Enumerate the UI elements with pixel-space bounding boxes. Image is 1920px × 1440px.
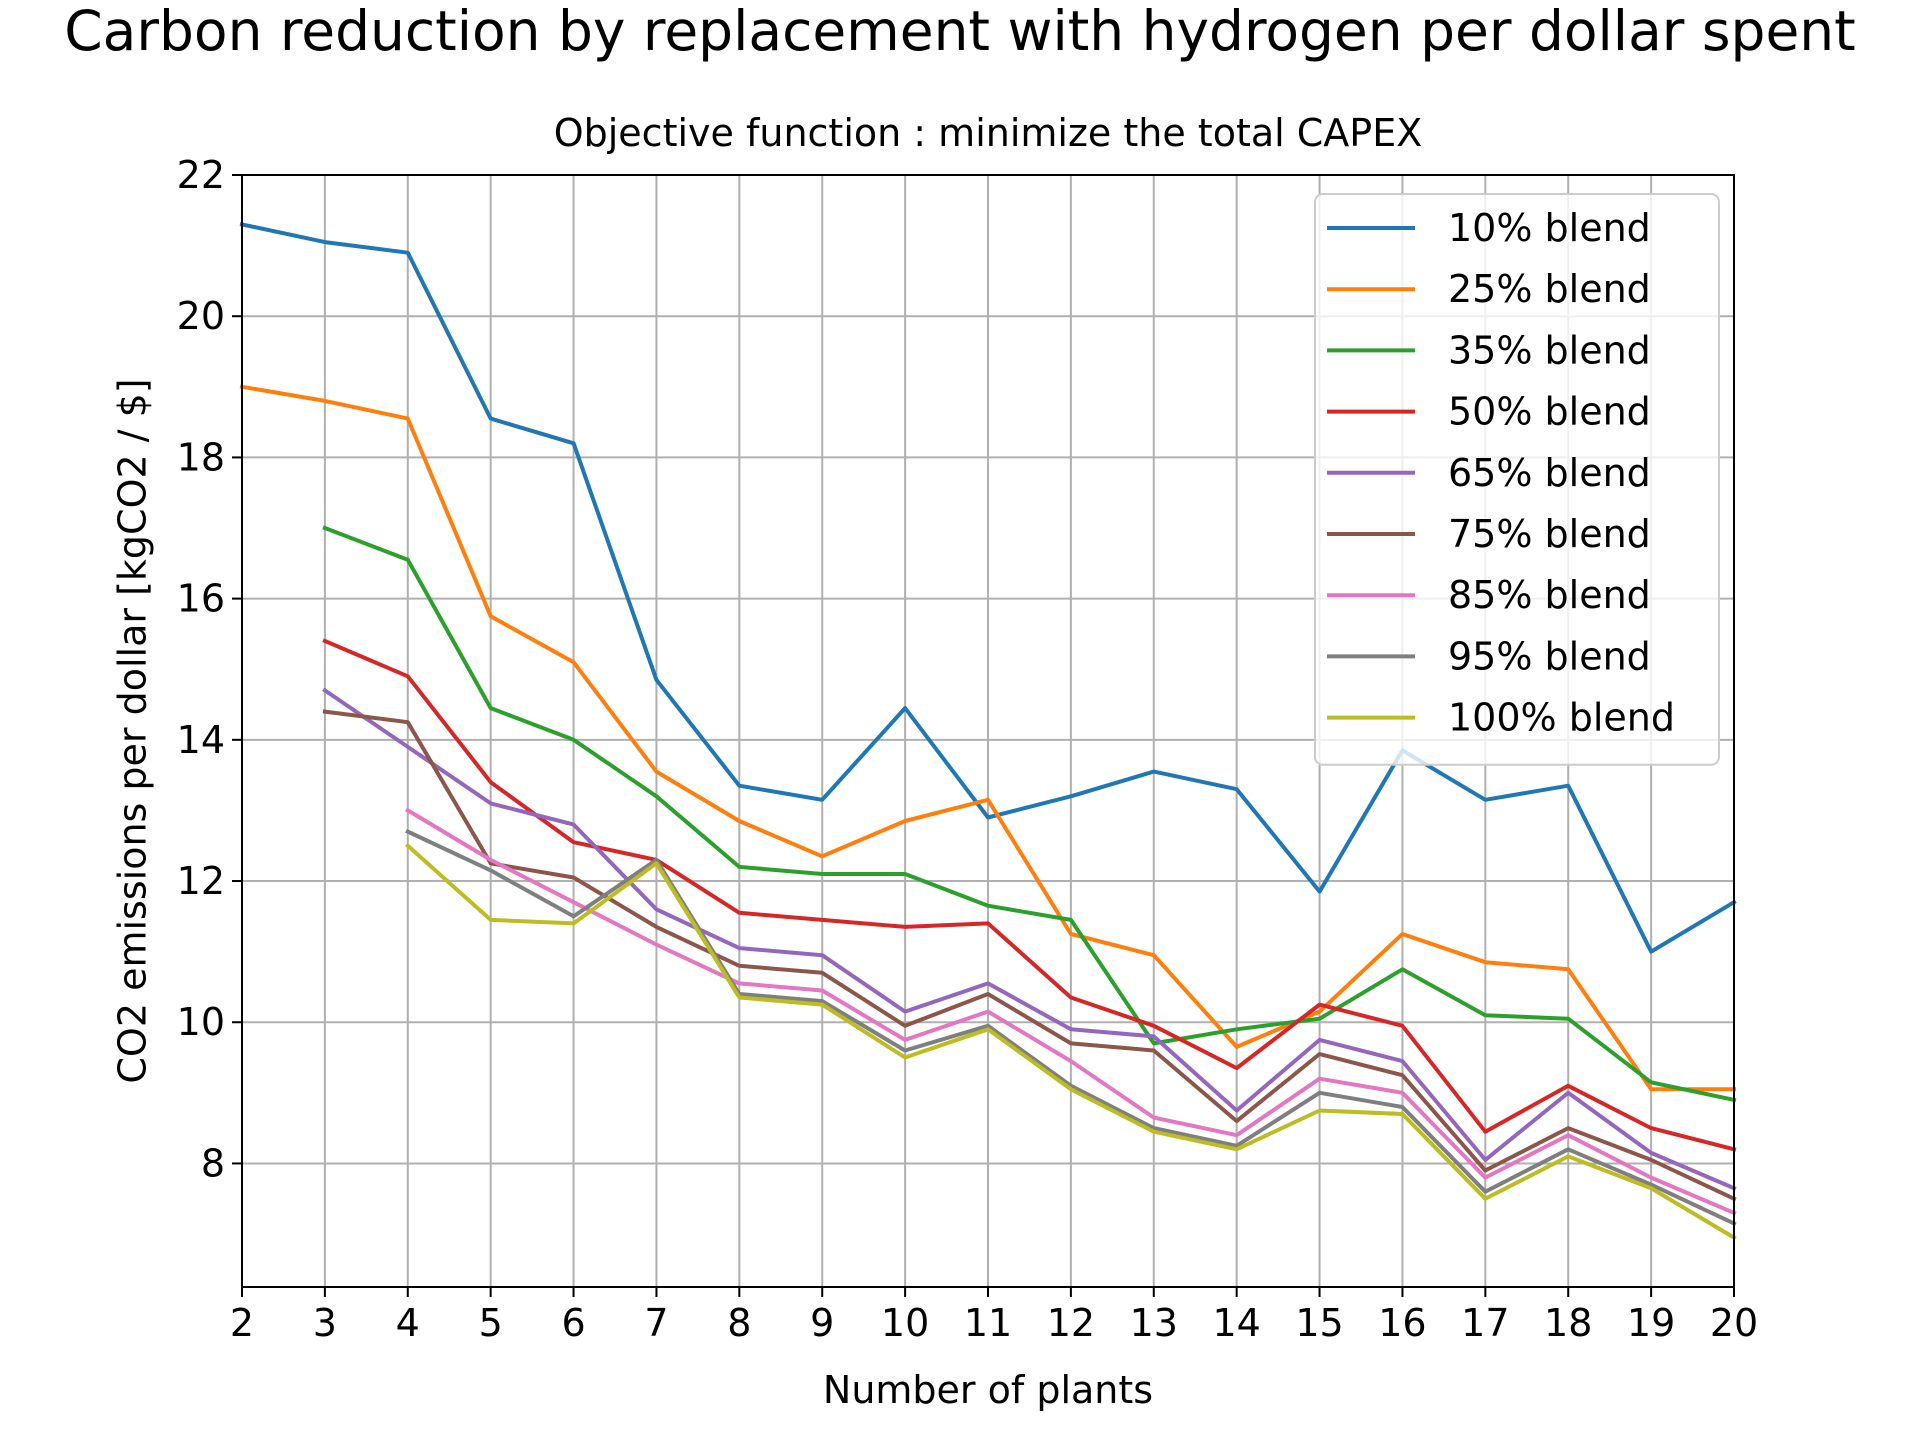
- series-line: [239, 384, 1736, 1092]
- series-lines: [239, 222, 1737, 1241]
- legend-label: 35% blend: [1448, 328, 1651, 372]
- legend-label: 25% blend: [1448, 267, 1651, 311]
- x-tick-label: 2: [230, 1301, 254, 1345]
- x-axis-label: Number of plants: [823, 1368, 1153, 1412]
- y-tick-label: 10: [177, 1000, 225, 1044]
- x-tick-label: 6: [561, 1301, 585, 1345]
- series-line: [322, 709, 1737, 1202]
- legend-label: 75% blend: [1448, 512, 1651, 556]
- chart-title: Objective function : minimize the total …: [554, 111, 1423, 155]
- x-tick-label: 12: [1047, 1301, 1095, 1345]
- legend-label: 50% blend: [1448, 390, 1651, 434]
- series-line: [405, 828, 1737, 1227]
- y-tick-label: 12: [177, 859, 225, 903]
- y-tick-label: 18: [177, 435, 225, 479]
- x-tick-label: 19: [1627, 1301, 1675, 1345]
- legend-label: 65% blend: [1448, 451, 1651, 495]
- x-tick-label: 3: [313, 1301, 337, 1345]
- series-line: [239, 222, 1737, 954]
- series-line: [322, 638, 1737, 1152]
- legend-label: 85% blend: [1448, 573, 1651, 617]
- x-tick-label: 8: [727, 1301, 751, 1345]
- x-tick-label: 16: [1378, 1301, 1426, 1345]
- x-tick-label: 11: [964, 1301, 1012, 1345]
- legend-label: 95% blend: [1448, 634, 1651, 678]
- y-tick-label: 20: [177, 294, 225, 338]
- axis-ticks: 2 3 4 5 6 7 8 9 10 11 12 13 14 15 16 17 18 19 20 8 10 12 14 16 1…: [177, 153, 1759, 1345]
- legend: 10% blend 25% blend 35% blend 50% blend 65% …: [1314, 193, 1720, 766]
- y-tick-label: 8: [201, 1141, 225, 1185]
- series-line: [404, 842, 1737, 1241]
- x-tick-label: 17: [1461, 1301, 1509, 1345]
- x-tick-label: 9: [810, 1301, 834, 1345]
- x-tick-label: 15: [1295, 1301, 1343, 1345]
- x-tick-label: 4: [396, 1301, 420, 1345]
- legend-label: 10% blend: [1448, 206, 1651, 250]
- y-tick-label: 22: [177, 153, 225, 197]
- legend-label: 100% blend: [1448, 696, 1675, 740]
- y-tick-label: 16: [177, 577, 225, 621]
- x-tick-label: 14: [1212, 1301, 1260, 1345]
- series-line: [405, 807, 1737, 1216]
- x-tick-label: 13: [1130, 1301, 1178, 1345]
- x-tick-label: 10: [881, 1301, 929, 1345]
- x-tick-label: 20: [1710, 1301, 1758, 1345]
- series-line: [322, 687, 1737, 1191]
- x-tick-label: 7: [644, 1301, 668, 1345]
- y-axis-label: CO2 emissions per dollar [kgCO2 / $]: [110, 378, 154, 1083]
- figure-suptitle: Carbon reduction by replacement with hyd…: [64, 0, 1856, 63]
- series-line: [322, 525, 1737, 1103]
- x-tick-label: 5: [479, 1301, 503, 1345]
- y-tick-label: 14: [177, 718, 225, 762]
- legend-box: [1314, 193, 1720, 766]
- x-tick-label: 18: [1544, 1301, 1592, 1345]
